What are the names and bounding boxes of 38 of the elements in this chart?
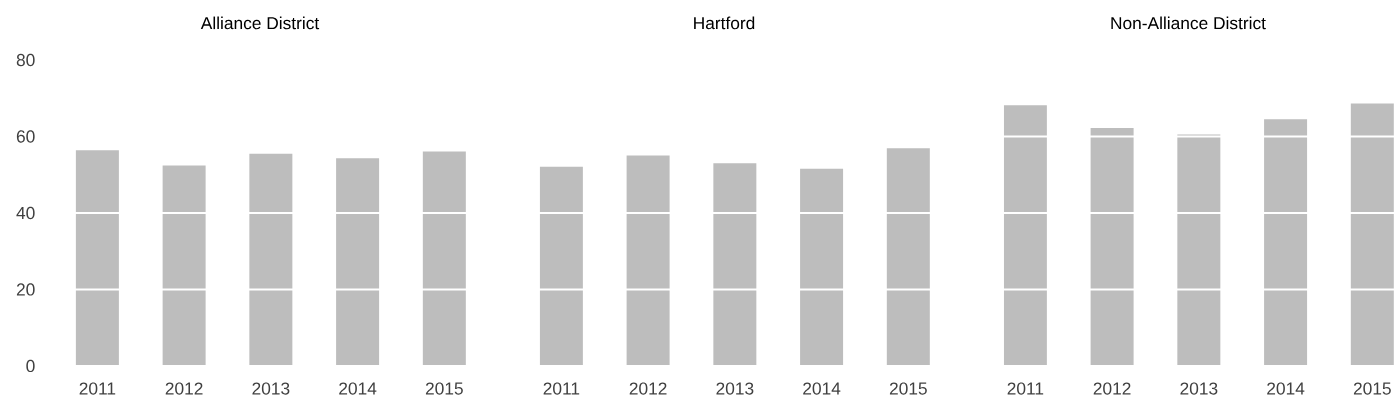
- chart-title: Hartford: [694, 16, 755, 30]
- y-tick-label: 80: [16, 53, 35, 67]
- x-tick-label: 2015: [1353, 382, 1391, 395]
- bar: [713, 163, 757, 366]
- x-tick-label: 2014: [1267, 382, 1305, 395]
- y-tick-label: 20: [16, 283, 35, 296]
- y-tick-label: 60: [16, 130, 35, 143]
- bar: [886, 148, 930, 366]
- y-tick-label: 0: [26, 359, 35, 373]
- bar: [75, 150, 119, 366]
- bar: [336, 158, 380, 366]
- x-tick-label: 2012: [1093, 382, 1131, 395]
- bar: [1003, 105, 1047, 366]
- x-tick-label: 2011: [1007, 382, 1044, 395]
- bar: [1177, 134, 1221, 366]
- bar: [422, 151, 466, 366]
- bar: [1090, 128, 1134, 366]
- x-tick-label: 2015: [889, 382, 927, 395]
- chart-title: Alliance District: [200, 16, 320, 30]
- x-tick-label: 2013: [716, 382, 754, 395]
- y-tick-label: 40: [16, 206, 35, 220]
- x-tick-label: 2012: [165, 382, 203, 395]
- x-tick-label: 2013: [1180, 382, 1218, 395]
- chart-title: Non-Alliance District: [1111, 16, 1266, 30]
- x-tick-label: 2015: [425, 382, 463, 395]
- x-tick-label: 2011: [79, 382, 116, 395]
- bar: [249, 153, 293, 366]
- bar: [626, 155, 670, 366]
- x-tick-label: 2011: [543, 382, 580, 395]
- bar: [1264, 119, 1308, 366]
- x-tick-label: 2014: [339, 382, 377, 395]
- x-tick-label: 2014: [803, 382, 841, 395]
- x-tick-label: 2013: [252, 382, 290, 395]
- x-tick-label: 2012: [629, 382, 667, 395]
- bar: [162, 165, 206, 366]
- bar: [539, 166, 583, 366]
- bar: [800, 168, 844, 366]
- bar: [1350, 103, 1394, 366]
